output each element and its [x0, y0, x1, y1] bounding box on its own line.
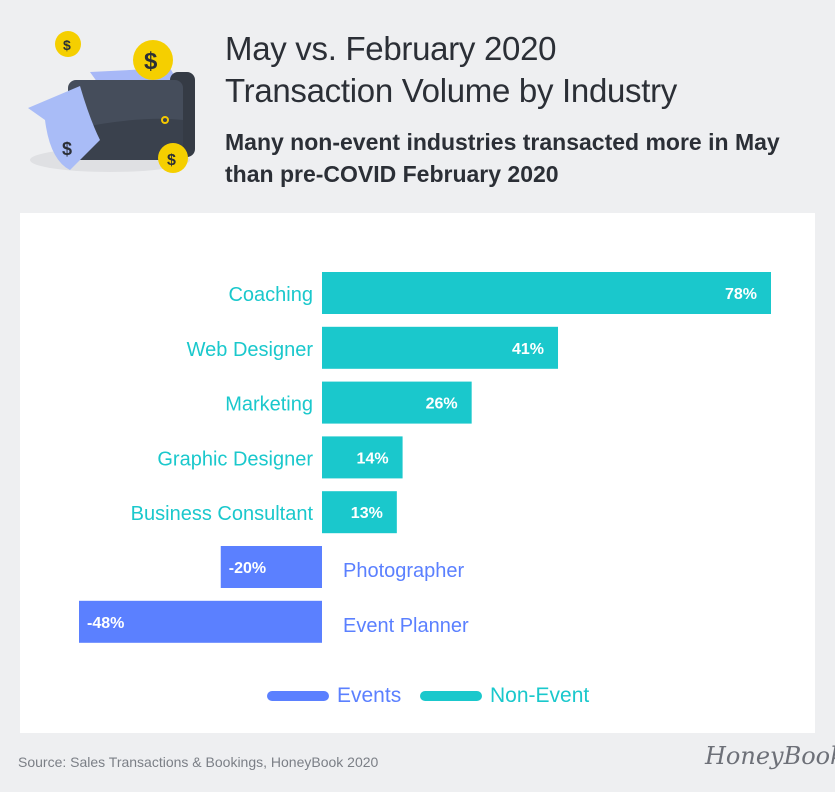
category-label: Photographer: [343, 560, 465, 582]
data-label: 26%: [426, 396, 458, 413]
svg-text:$: $: [167, 152, 176, 169]
svg-text:$: $: [144, 48, 158, 75]
data-label: 78%: [725, 286, 757, 303]
bar-business-consultant: [322, 491, 397, 534]
data-label: 13%: [351, 505, 383, 522]
wallet-illustration: $ $ $ $: [28, 31, 195, 173]
legend-label-non-event: Non-Event: [490, 684, 590, 707]
legend-label-events: Events: [337, 684, 402, 707]
subtitle: Many non-event industries transacted mor…: [225, 129, 780, 187]
bar-marketing: [322, 381, 472, 424]
bar-web-designer: [322, 326, 559, 369]
data-label: -48%: [87, 615, 124, 632]
category-label: Graphic Designer: [157, 448, 313, 470]
legend-non-event: Non-Event: [420, 684, 589, 708]
svg-text:$: $: [62, 139, 72, 159]
bar-photographer: [220, 546, 322, 588]
title-line-1: May vs. February 2020: [225, 30, 557, 67]
bar-coaching: [322, 272, 771, 314]
honeybook-logo: HoneyBook: [705, 742, 835, 770]
data-label: -20%: [229, 560, 266, 577]
title-line-2: Transaction Volume by Industry: [225, 72, 678, 109]
bar-event-planner: [79, 600, 322, 643]
bar-chart: 78% Coaching 41% Web Designer 26% Marketing 14…: [79, 272, 771, 643]
legend-swatch-events: [267, 691, 329, 701]
category-label: Business Consultant: [131, 503, 314, 525]
data-label: 14%: [357, 450, 389, 467]
category-label: Coaching: [228, 284, 313, 306]
category-label: Marketing: [225, 394, 313, 416]
category-label: Event Planner: [343, 615, 469, 637]
source-note: Source: Sales Transactions & Bookings, H…: [18, 754, 379, 770]
svg-text:$: $: [63, 37, 71, 53]
bar-graphic-designer: [322, 436, 403, 479]
legend-events: Events: [267, 684, 401, 708]
data-label: 41%: [512, 341, 544, 358]
category-label: Web Designer: [187, 339, 314, 361]
chart-panel: 78% Coaching 41% Web Designer 26% Marketing 14…: [20, 213, 815, 733]
legend-swatch-non-event: [420, 691, 482, 701]
